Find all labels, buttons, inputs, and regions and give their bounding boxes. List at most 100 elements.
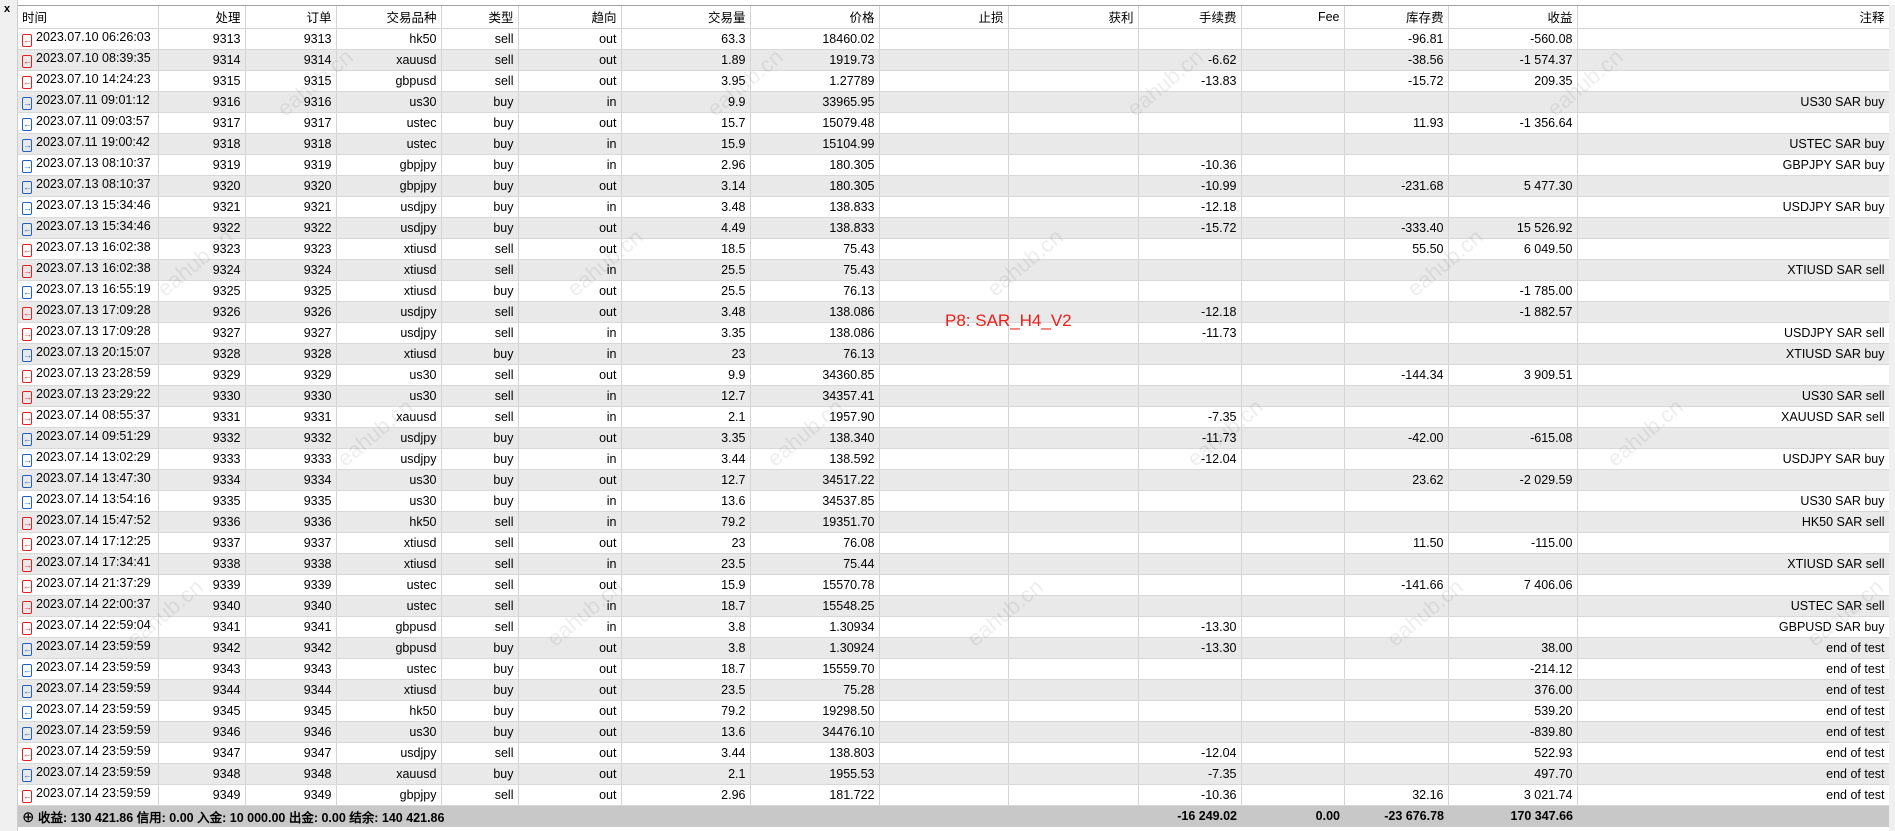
- table-row[interactable]: → 2023.07.14 08:55:37 9331 9331 xauusd sell in…: [18, 406, 1890, 428]
- cell-type: sell: [441, 574, 519, 596]
- table-row[interactable]: ← 2023.07.13 16:55:19 9325 9325 xtiusd buy out…: [18, 280, 1890, 302]
- table-row[interactable]: ← 2023.07.10 14:24:23 9315 9315 gbpusd sell ou…: [18, 70, 1890, 92]
- column-header-commission[interactable]: 手续费: [1138, 6, 1242, 29]
- table-row[interactable]: → 2023.07.13 16:02:38 9324 9324 xtiusd sell in…: [18, 259, 1890, 281]
- table-row[interactable]: → 2023.07.14 22:59:04 9341 9341 gbpusd sell in…: [18, 616, 1890, 638]
- cell-price: 34357.41: [750, 385, 880, 407]
- column-header-symbol[interactable]: 交易品种: [336, 6, 442, 29]
- column-header-deal[interactable]: 处理: [158, 6, 246, 29]
- cell-price: 180.305: [750, 175, 880, 197]
- cell-comment: GBPJPY SAR buy: [1577, 154, 1890, 176]
- cell-volume: 79.2: [621, 511, 751, 533]
- expand-icon[interactable]: ⊕: [22, 810, 35, 825]
- column-header-profit[interactable]: 收益: [1448, 6, 1578, 29]
- table-row[interactable]: ← 2023.07.14 23:59:59 9342 9342 gbpusd buy out…: [18, 637, 1890, 659]
- table-row[interactable]: ← 2023.07.14 23:59:59 9345 9345 hk50 buy out 79…: [18, 700, 1890, 722]
- column-header-swap[interactable]: 库存费: [1344, 6, 1449, 29]
- cell-tp: [1008, 175, 1139, 197]
- table-row[interactable]: → 2023.07.14 13:54:16 9335 9335 us30 buy in 13.…: [18, 490, 1890, 512]
- table-row[interactable]: → 2023.07.13 08:10:37 9319 9319 gbpjpy buy in 2…: [18, 154, 1890, 176]
- table-row[interactable]: ← 2023.07.14 23:59:59 9349 9349 gbpjpy sell ou…: [18, 784, 1890, 806]
- column-header-sl[interactable]: 止损: [879, 6, 1009, 29]
- table-row[interactable]: ← 2023.07.14 23:59:59 9343 9343 ustec buy out 1…: [18, 658, 1890, 680]
- cell-type: sell: [441, 238, 519, 260]
- table-row[interactable]: ← 2023.07.10 06:26:03 9313 9313 hk50 sell out 6…: [18, 28, 1890, 50]
- cell-tp: [1008, 238, 1139, 260]
- table-row[interactable]: ← 2023.07.14 09:51:29 9332 9332 usdjpy buy out…: [18, 427, 1890, 449]
- table-row[interactable]: → 2023.07.13 20:15:07 9328 9328 xtiusd buy in 2…: [18, 343, 1890, 365]
- table-row[interactable]: ← 2023.07.14 17:12:25 9337 9337 xtiusd sell ou…: [18, 532, 1890, 554]
- table-row[interactable]: ← 2023.07.14 23:59:59 9346 9346 us30 buy out 13…: [18, 721, 1890, 743]
- cell-profit: [1448, 343, 1578, 365]
- deal-in-buy-icon: →: [22, 202, 32, 215]
- cell-order: 9338: [245, 553, 337, 575]
- cell-volume: 23: [621, 343, 751, 365]
- table-row[interactable]: ← 2023.07.13 16:02:38 9323 9323 xtiusd sell ou…: [18, 238, 1890, 260]
- cell-swap: [1344, 616, 1449, 638]
- deal-in-buy-icon: →: [22, 349, 32, 362]
- cell-order: 9318: [245, 133, 337, 155]
- column-header-price[interactable]: 价格: [750, 6, 880, 29]
- cell-commission: [1138, 595, 1242, 617]
- cell-swap: -38.56: [1344, 49, 1449, 71]
- table-row[interactable]: ← 2023.07.14 13:47:30 9334 9334 us30 buy out 12…: [18, 469, 1890, 491]
- cell-direction: in: [518, 553, 622, 575]
- close-icon[interactable]: x: [4, 3, 11, 15]
- table-row[interactable]: → 2023.07.13 23:29:22 9330 9330 us30 sell in 12…: [18, 385, 1890, 407]
- cell-deal: 9333: [158, 448, 246, 470]
- column-header-tp[interactable]: 获利: [1008, 6, 1139, 29]
- table-row[interactable]: ← 2023.07.13 15:34:46 9322 9322 usdjpy buy out…: [18, 217, 1890, 239]
- cell-tp: [1008, 112, 1139, 134]
- table-row[interactable]: ← 2023.07.10 08:39:35 9314 9314 xauusd sell ou…: [18, 49, 1890, 71]
- cell-tp: [1008, 406, 1139, 428]
- column-header-direction[interactable]: 趋向: [518, 6, 622, 29]
- cell-fee: [1241, 469, 1345, 491]
- table-row[interactable]: ← 2023.07.13 08:10:37 9320 9320 gbpjpy buy out…: [18, 175, 1890, 197]
- column-header-type[interactable]: 类型: [441, 6, 519, 29]
- table-row[interactable]: ← 2023.07.11 09:03:57 9317 9317 ustec buy out 1…: [18, 112, 1890, 134]
- cell-swap: [1344, 448, 1449, 470]
- cell-time: → 2023.07.13 23:29:22: [18, 385, 159, 407]
- column-header-time[interactable]: 时间: [18, 6, 159, 29]
- deal-out-buy-icon: ←: [22, 181, 32, 194]
- table-row[interactable]: ← 2023.07.14 21:37:29 9339 9339 ustec sell out…: [18, 574, 1890, 596]
- cell-order: 9340: [245, 595, 337, 617]
- cell-swap: [1344, 637, 1449, 659]
- cell-fee: [1241, 259, 1345, 281]
- column-header-fee[interactable]: Fee: [1241, 6, 1345, 29]
- cell-tp: [1008, 154, 1139, 176]
- cell-commission: -11.73: [1138, 322, 1242, 344]
- cell-order: 9314: [245, 49, 337, 71]
- table-row[interactable]: ← 2023.07.13 17:09:28 9326 9326 usdjpy sell ou…: [18, 301, 1890, 323]
- cell-direction: out: [518, 469, 622, 491]
- table-row[interactable]: → 2023.07.13 15:34:46 9321 9321 usdjpy buy in 3…: [18, 196, 1890, 218]
- cell-sl: [879, 175, 1009, 197]
- column-header-volume[interactable]: 交易量: [621, 6, 751, 29]
- cell-direction: out: [518, 70, 622, 92]
- table-row[interactable]: ← 2023.07.13 23:28:59 9329 9329 us30 sell out 9…: [18, 364, 1890, 386]
- cell-volume: 12.7: [621, 469, 751, 491]
- cell-time: → 2023.07.11 19:00:42: [18, 133, 159, 155]
- table-row[interactable]: → 2023.07.14 13:02:29 9333 9333 usdjpy buy in 3…: [18, 448, 1890, 470]
- cell-price: 1.30934: [750, 616, 880, 638]
- column-header-order[interactable]: 订单: [245, 6, 337, 29]
- cell-volume: 3.35: [621, 322, 751, 344]
- cell-fee: [1241, 238, 1345, 260]
- cell-price: 138.833: [750, 196, 880, 218]
- column-header-comment[interactable]: 注释: [1577, 6, 1890, 29]
- table-row[interactable]: → 2023.07.11 09:01:12 9316 9316 us30 buy in 9.9…: [18, 91, 1890, 113]
- table-row[interactable]: ← 2023.07.14 23:59:59 9348 9348 xauusd buy out…: [18, 763, 1890, 785]
- table-row[interactable]: → 2023.07.14 17:34:41 9338 9338 xtiusd sell in…: [18, 553, 1890, 575]
- vertical-scrollbar[interactable]: [1889, 5, 1895, 831]
- cell-swap: [1344, 763, 1449, 785]
- deal-time: 2023.07.14 23:59:59: [36, 786, 151, 800]
- cell-order: 9331: [245, 406, 337, 428]
- cell-direction: out: [518, 679, 622, 701]
- table-row[interactable]: → 2023.07.14 15:47:52 9336 9336 hk50 sell in 79…: [18, 511, 1890, 533]
- table-row[interactable]: → 2023.07.14 22:00:37 9340 9340 ustec sell in 1…: [18, 595, 1890, 617]
- table-row[interactable]: ← 2023.07.14 23:59:59 9344 9344 xtiusd buy out…: [18, 679, 1890, 701]
- table-row[interactable]: → 2023.07.13 17:09:28 9327 9327 usdjpy sell in…: [18, 322, 1890, 344]
- table-row[interactable]: → 2023.07.11 19:00:42 9318 9318 ustec buy in 15…: [18, 133, 1890, 155]
- cell-comment: [1577, 364, 1890, 386]
- table-row[interactable]: ← 2023.07.14 23:59:59 9347 9347 usdjpy sell ou…: [18, 742, 1890, 764]
